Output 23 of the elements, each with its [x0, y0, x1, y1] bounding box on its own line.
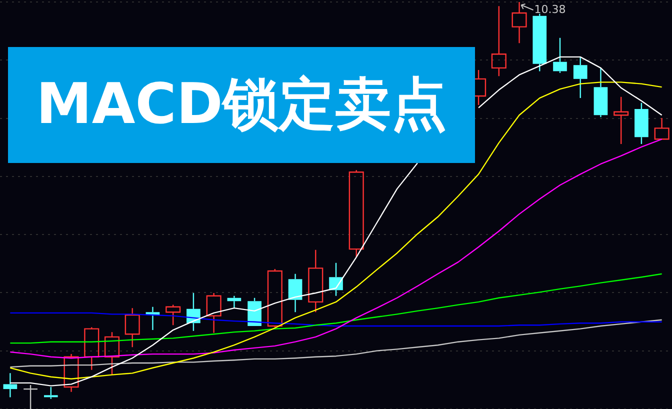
candlestick: [206, 292, 222, 334]
candlestick: [573, 56, 588, 99]
candlestick: [104, 331, 120, 376]
candlestick: [166, 304, 181, 326]
candlestick: [23, 384, 38, 409]
candlestick: [3, 372, 18, 398]
candlestick: [64, 353, 79, 393]
candlestick: [614, 96, 629, 145]
candlestick: [532, 13, 547, 72]
candlestick: [594, 67, 608, 118]
candlestick: [634, 102, 648, 145]
candlestick: [288, 273, 302, 313]
candlestick: [227, 295, 242, 309]
candlestick: [124, 307, 140, 348]
candlestick: [44, 386, 58, 400]
candlestick: [553, 37, 567, 74]
candlestick: [308, 249, 324, 313]
annotation: 10.38: [534, 2, 566, 16]
candlestick: [84, 326, 100, 371]
candlestick: [654, 117, 670, 140]
candlestick: [491, 5, 506, 77]
text: MACD锁定卖点: [8, 47, 475, 163]
candlestick: [348, 169, 364, 258]
